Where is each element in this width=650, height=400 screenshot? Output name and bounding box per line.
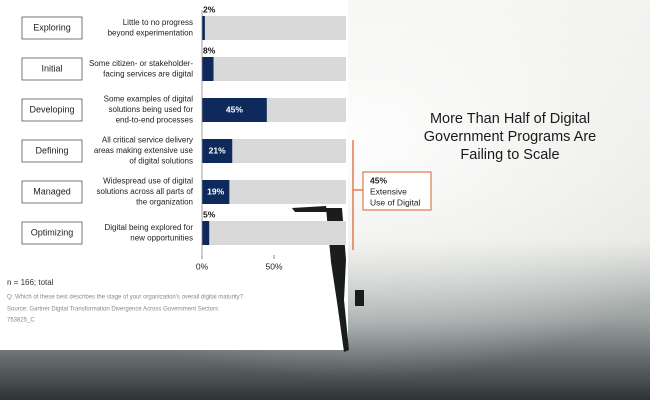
description: Little to no progress (123, 18, 193, 27)
stage-label: Developing (29, 104, 74, 114)
annotation-text: Extensive (370, 186, 407, 196)
description: areas making extensive use (94, 146, 194, 155)
chart-title: More Than Half of Digital (430, 111, 590, 127)
chart-title: Government Programs Are (424, 129, 596, 145)
stage-box (21, 139, 83, 163)
stage-box (21, 98, 83, 122)
stage-box (21, 57, 83, 81)
stage-label: Initial (41, 63, 62, 73)
description: Some examples of digital (104, 95, 194, 104)
value-label: 2% (203, 4, 216, 14)
bar (202, 221, 210, 245)
bar (202, 139, 233, 163)
bar-track (202, 221, 346, 245)
bar (202, 57, 214, 81)
description: Widespread use of digital (103, 177, 193, 186)
annotation-value: 45% (370, 175, 387, 185)
description: end-to-end processes (116, 116, 193, 125)
description: solutions across all parts of (97, 187, 194, 196)
bar (202, 16, 205, 40)
description: solutions being used for (109, 105, 194, 114)
bar (202, 180, 230, 204)
value-label: 45% (226, 104, 243, 114)
value-label: 5% (203, 209, 216, 219)
bar (202, 98, 267, 122)
stage-box (21, 180, 83, 204)
annotation-text: Use of Digital (370, 197, 421, 207)
description: new opportunities (130, 233, 193, 242)
annotation-box (362, 171, 432, 211)
bar-track (202, 16, 346, 40)
description: the organization (136, 198, 193, 207)
description: Digital being explored for (105, 223, 194, 232)
description: facing services are digital (103, 69, 193, 78)
note: Source: Gartner Digital Transformation D… (7, 307, 218, 313)
description: All critical service delivery (102, 136, 193, 145)
x-tick-label: 50% (265, 261, 282, 271)
description: Some citizen- or stakeholder- (89, 59, 193, 68)
bar-track (202, 57, 346, 81)
stage-label: Exploring (33, 22, 71, 32)
note: Q: Which of these best describes the sta… (7, 295, 244, 301)
stage-label: Defining (35, 145, 68, 155)
stage-label: Optimizing (31, 227, 74, 237)
chart-title: Failing to Scale (460, 147, 559, 163)
description: of digital solutions (129, 157, 193, 166)
value-label: 19% (207, 186, 224, 196)
note: 753825_C (7, 318, 35, 324)
note: n = 166; total (7, 278, 54, 287)
description: beyond experimentation (108, 28, 193, 37)
stage-box (21, 16, 83, 40)
stage-label: Managed (33, 186, 71, 196)
stage-box (21, 221, 83, 245)
value-label: 8% (203, 45, 216, 55)
x-tick-label: 0% (196, 261, 209, 271)
value-label: 21% (209, 145, 226, 155)
